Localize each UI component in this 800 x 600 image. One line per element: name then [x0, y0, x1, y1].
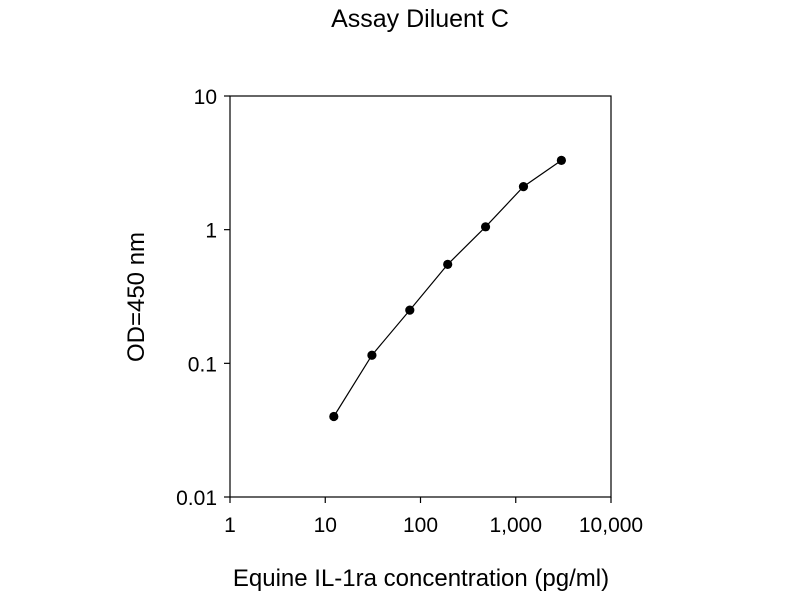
data-point	[480, 222, 491, 232]
x-tick-label: 100	[403, 514, 438, 537]
y-tick-label: 0.01	[176, 487, 217, 510]
data-point	[405, 305, 415, 315]
x-axis-ticks: 1 10 100 1,000 10,000	[224, 497, 643, 537]
y-axis-ticks: 0.01 0.1 1 10	[176, 86, 230, 510]
y-tick-label: 0.1	[188, 353, 217, 376]
y-axis-label: OD=450 nm	[123, 232, 150, 362]
data-point	[367, 350, 377, 360]
y-tick-label: 10	[194, 86, 217, 109]
data-point	[443, 259, 453, 269]
series-line	[333, 159, 562, 417]
x-tick-label: 1	[224, 514, 236, 537]
x-axis-label: Equine IL-1ra concentration (pg/ml)	[233, 565, 609, 592]
x-tick-label: 10,000	[579, 514, 643, 537]
data-point	[329, 411, 339, 422]
data-point	[518, 181, 529, 192]
x-tick-label: 10	[314, 514, 337, 537]
x-tick-label: 1,000	[489, 514, 542, 537]
data-point	[556, 155, 566, 165]
data-series	[329, 155, 566, 422]
y-tick-label: 1	[205, 220, 217, 243]
chart-title: Assay Diluent C	[331, 5, 509, 33]
